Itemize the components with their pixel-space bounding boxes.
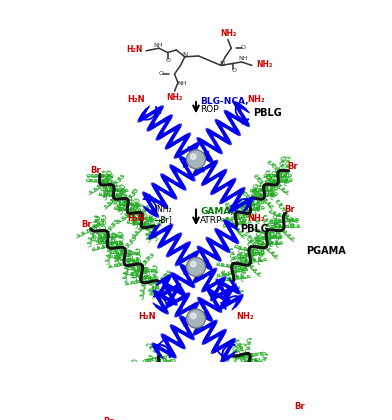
Text: Br: Br bbox=[294, 402, 305, 411]
Text: NH₂: NH₂ bbox=[247, 215, 265, 223]
Text: H₂N: H₂N bbox=[126, 45, 142, 55]
Text: H₂N: H₂N bbox=[127, 95, 145, 104]
Circle shape bbox=[187, 309, 205, 328]
Text: BLG-NCA,: BLG-NCA, bbox=[200, 97, 249, 106]
Circle shape bbox=[191, 154, 196, 159]
Circle shape bbox=[187, 257, 205, 276]
Text: Br: Br bbox=[81, 220, 92, 229]
Text: Br: Br bbox=[90, 165, 101, 175]
Text: NH₂: NH₂ bbox=[166, 93, 183, 102]
Text: N: N bbox=[219, 61, 225, 67]
Text: NH₂: NH₂ bbox=[236, 312, 254, 321]
Circle shape bbox=[191, 313, 196, 318]
Text: PBLG: PBLG bbox=[253, 108, 281, 118]
Text: →Br]: →Br] bbox=[154, 215, 172, 224]
Text: NH₂: NH₂ bbox=[256, 60, 272, 69]
Text: NH: NH bbox=[178, 81, 187, 86]
Text: O: O bbox=[241, 45, 246, 50]
Circle shape bbox=[187, 150, 205, 169]
Circle shape bbox=[191, 262, 196, 267]
Text: NH: NH bbox=[239, 56, 248, 61]
Text: PGAMA: PGAMA bbox=[306, 246, 346, 256]
Text: NH: NH bbox=[153, 43, 163, 48]
Text: GAMA,: GAMA, bbox=[200, 207, 234, 216]
Text: NH₂: NH₂ bbox=[247, 95, 265, 104]
Text: ATRP: ATRP bbox=[200, 215, 223, 225]
Text: H₂N: H₂N bbox=[127, 215, 145, 223]
Text: [NH₂: [NH₂ bbox=[154, 205, 172, 213]
Text: O: O bbox=[159, 71, 164, 76]
Text: ROP: ROP bbox=[200, 105, 219, 114]
Text: H₂N: H₂N bbox=[138, 312, 156, 321]
Text: PBLG: PBLG bbox=[240, 225, 269, 234]
Text: Br: Br bbox=[288, 162, 298, 171]
Text: N: N bbox=[182, 52, 187, 58]
Text: Br: Br bbox=[285, 205, 295, 214]
Text: NH₂: NH₂ bbox=[221, 29, 237, 38]
Text: O: O bbox=[231, 68, 236, 73]
Text: Br: Br bbox=[103, 417, 113, 420]
Text: O: O bbox=[166, 58, 171, 63]
